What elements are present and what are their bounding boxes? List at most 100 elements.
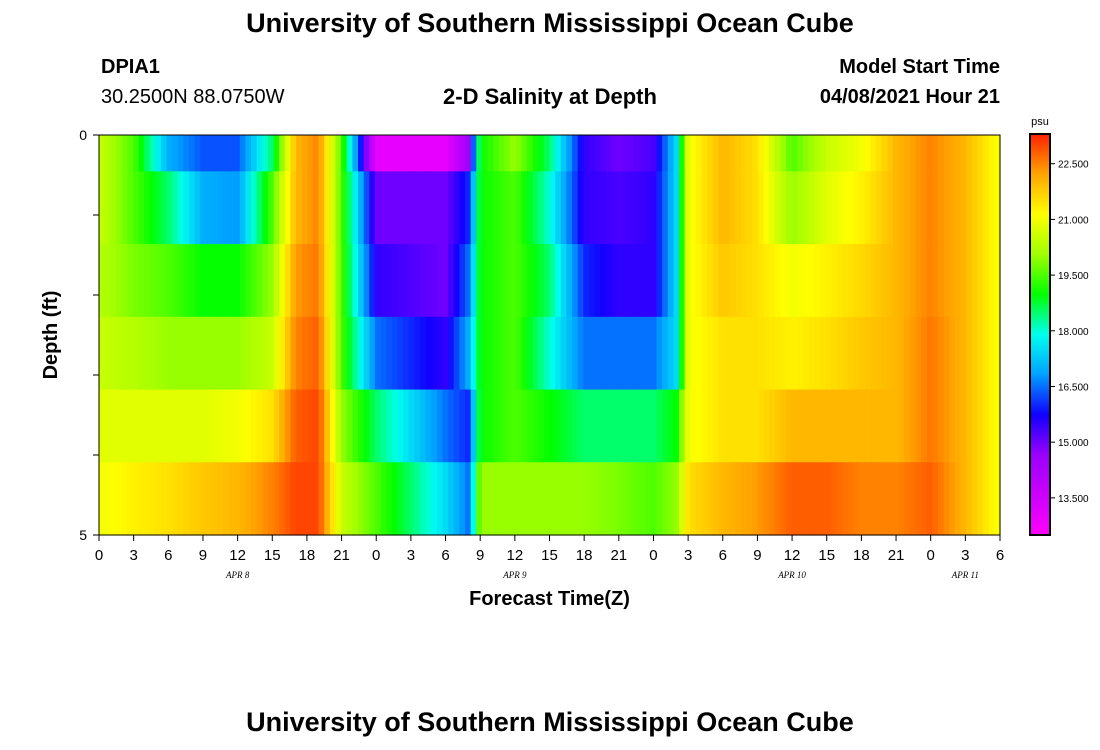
heatmap-cell [853, 462, 860, 536]
heatmap-cell [819, 244, 827, 318]
heatmap-cell [588, 135, 596, 172]
heatmap-cell [211, 135, 218, 172]
heatmap-cell [802, 389, 810, 463]
heatmap-cell [718, 171, 725, 245]
heatmap-cell [898, 244, 905, 318]
heatmap-cell [251, 244, 258, 318]
heatmap-cell [386, 171, 393, 245]
heatmap-cell [876, 171, 883, 245]
heatmap-cell [397, 244, 404, 318]
heatmap-cell [695, 316, 703, 391]
heatmap-cell [639, 135, 646, 172]
heatmap-cell [555, 316, 562, 391]
heatmap-cell [560, 316, 567, 391]
heatmap-cell [391, 135, 399, 172]
heatmap-cell [251, 171, 258, 245]
heatmap-cell [138, 171, 145, 245]
heatmap-cell [493, 389, 500, 463]
heatmap-cell [380, 171, 387, 245]
heatmap-cell [279, 389, 286, 463]
heatmap-cell [808, 171, 815, 245]
heatmap-cell [673, 171, 680, 245]
heatmap-cell [189, 171, 196, 245]
heatmap-cell [605, 244, 613, 318]
heatmap-cell [127, 244, 134, 318]
heatmap-cell [774, 171, 781, 245]
heatmap-cell [560, 135, 567, 172]
heatmap-cell [994, 462, 1001, 536]
heatmap-cell [583, 244, 590, 318]
heatmap-cell [172, 462, 179, 536]
heatmap-cell [617, 171, 624, 245]
heatmap-cell [831, 171, 838, 245]
colorbar-tick-label: 13.500 [1058, 494, 1089, 505]
heatmap-cell [273, 462, 280, 536]
heatmap-cell [712, 316, 720, 391]
heatmap-cell [617, 389, 624, 463]
heatmap-cell [921, 244, 928, 318]
heatmap-cell [712, 171, 720, 245]
heatmap-cell [127, 316, 134, 391]
heatmap-cell [363, 244, 370, 318]
heatmap-cell [352, 389, 359, 463]
heatmap-cell [639, 244, 646, 318]
heatmap-cell [200, 171, 207, 245]
heatmap-cell [960, 316, 967, 391]
heatmap-cell [757, 389, 765, 463]
heatmap-cell [352, 316, 359, 391]
heatmap-cell [628, 462, 635, 536]
heatmap-cell [110, 462, 117, 536]
heatmap-cell [802, 171, 810, 245]
heatmap-cell [155, 389, 162, 463]
heatmap-cell [909, 171, 917, 245]
heatmap-cell [684, 462, 691, 536]
heatmap-cell [470, 171, 477, 245]
heatmap-cell [684, 316, 691, 391]
x-tick-label: 0 [95, 547, 103, 564]
heatmap-cell [994, 135, 1001, 172]
heatmap-cell [673, 389, 680, 463]
heatmap-cell [217, 316, 224, 391]
heatmap-cell [904, 244, 911, 318]
heatmap-cell [814, 135, 821, 172]
heatmap-cell [110, 389, 117, 463]
heatmap-cell [786, 389, 793, 463]
heatmap-cell [622, 462, 629, 536]
heatmap-cell [543, 171, 551, 245]
x-tick-label: 9 [753, 547, 761, 564]
heatmap-cell [926, 389, 934, 463]
heatmap-cell [645, 316, 652, 391]
heatmap-cell [949, 244, 956, 318]
heatmap-cell [526, 244, 534, 318]
heatmap-cell [459, 462, 466, 536]
heatmap-cell [808, 462, 815, 536]
heatmap-cell [757, 171, 765, 245]
heatmap-cell [566, 462, 573, 536]
heatmap-cell [645, 171, 652, 245]
heatmap-cell [667, 316, 674, 391]
heatmap-cell [695, 244, 703, 318]
heatmap-cell [403, 171, 410, 245]
heatmap-cell [324, 244, 331, 318]
heatmap-cell [470, 316, 477, 391]
heatmap-cell [847, 171, 855, 245]
heatmap-cell [876, 462, 883, 536]
heatmap-cell [251, 389, 258, 463]
heatmap-cell [307, 316, 314, 391]
x-tick-label: 0 [649, 547, 657, 564]
heatmap-cell [318, 135, 325, 172]
heatmap-cell [217, 462, 224, 536]
x-tick-label: 21 [333, 547, 350, 564]
heatmap-cell [943, 171, 950, 245]
heatmap-cell [138, 462, 145, 536]
heatmap-cell [791, 135, 798, 172]
heatmap-cell [189, 389, 196, 463]
heatmap-cell [318, 244, 325, 318]
heatmap-cell [847, 316, 855, 391]
heatmap-cell [476, 462, 483, 536]
heatmap-cell [132, 316, 140, 391]
heatmap-cell [690, 316, 697, 391]
y-tick-label: 0 [79, 127, 87, 143]
heatmap-cell [679, 171, 686, 245]
heatmap-cell [712, 244, 720, 318]
